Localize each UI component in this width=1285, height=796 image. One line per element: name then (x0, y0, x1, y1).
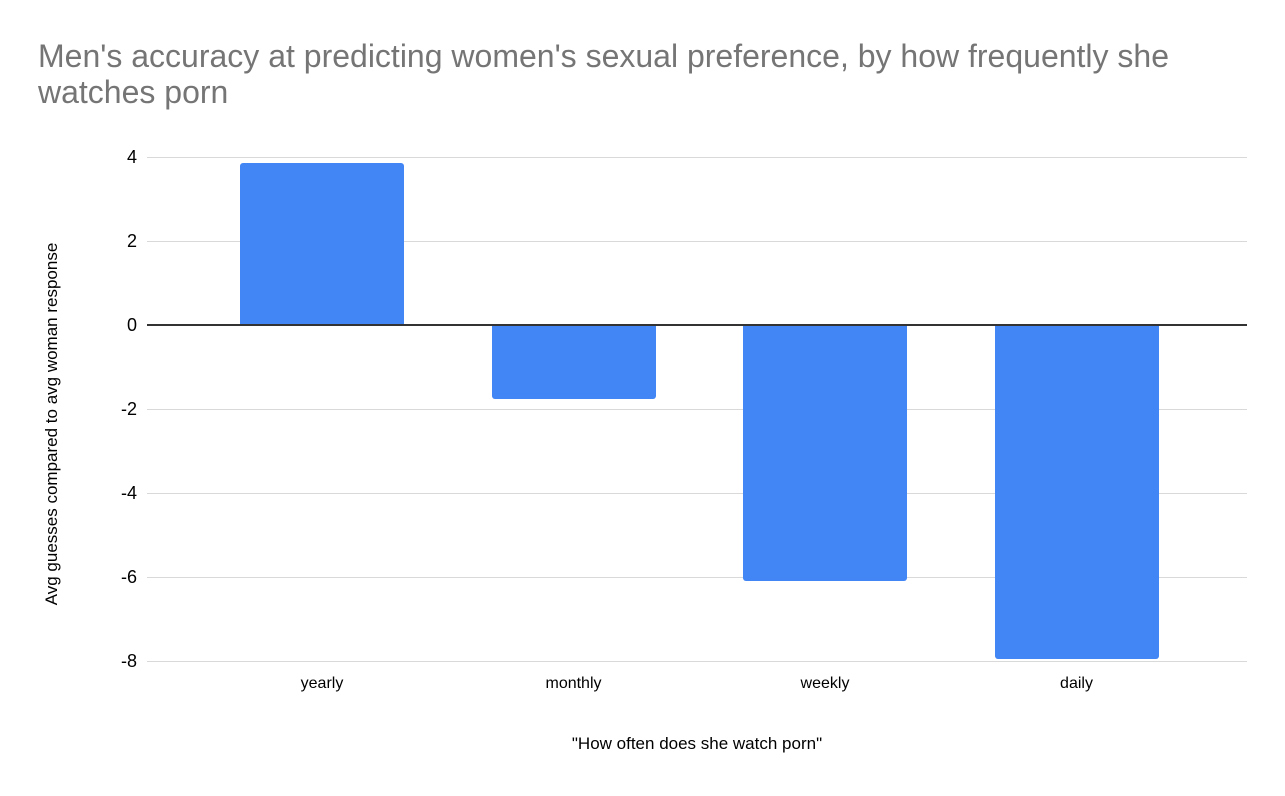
y-tick-label--8: -8 (120, 651, 137, 671)
bar-yearly[interactable] (240, 163, 404, 325)
x-category-label-yearly: yearly (300, 675, 344, 692)
x-category-label-weekly: weekly (800, 675, 850, 692)
plot-area (147, 157, 1247, 662)
y-tick-label--2: -2 (120, 399, 137, 419)
x-category-label-monthly: monthly (545, 675, 602, 692)
bar-daily[interactable] (994, 326, 1159, 659)
x-axis-zero-line (147, 324, 1247, 326)
gridline-y--6 (147, 577, 1247, 578)
bar-monthly[interactable] (491, 326, 656, 399)
gridline-y--2 (147, 409, 1247, 410)
x-category-label-daily: daily (1060, 675, 1093, 692)
y-axis-title: Avg guesses compared to avg woman respon… (42, 242, 61, 606)
gridline-y--8 (147, 661, 1247, 662)
chart-title: Men's accuracy at predicting women's sex… (38, 38, 1170, 110)
y-tick-label-4: 4 (126, 147, 137, 167)
y-tick-label-0: 0 (126, 315, 137, 335)
gridline-y--4 (147, 493, 1247, 494)
bar-weekly[interactable] (743, 326, 907, 582)
y-tick-label--6: -6 (120, 567, 137, 587)
y-tick-label-2: 2 (126, 231, 137, 251)
x-axis-title: "How often does she watch porn" (571, 734, 823, 753)
y-tick-label--4: -4 (120, 483, 137, 503)
gridline-y-4 (147, 157, 1247, 158)
gridline-y-2 (147, 241, 1247, 242)
